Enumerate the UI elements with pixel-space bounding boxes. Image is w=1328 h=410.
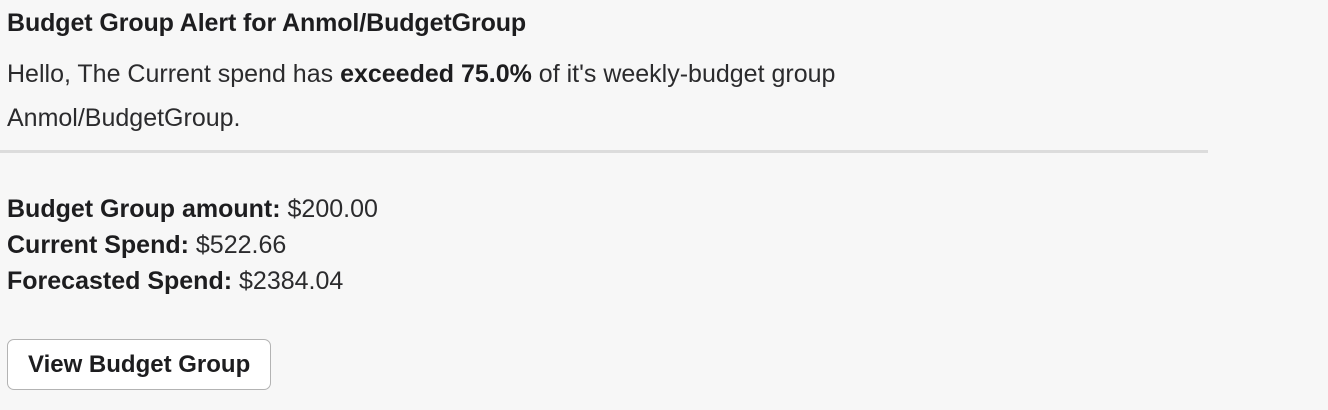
current-spend-value: $522.66: [195, 231, 287, 259]
alert-body-emphasis: exceeded 75.0%: [340, 60, 532, 88]
figure-row: Forecasted Spend: $2384.04: [7, 263, 378, 299]
alert-body-text: Hello, The Current spend has exceeded 75…: [7, 52, 1007, 140]
figure-row: Budget Group amount: $200.00: [7, 191, 378, 227]
budget-group-amount-label: Budget Group amount:: [7, 195, 281, 223]
alert-body-lead: Hello, The Current spend has: [7, 60, 341, 88]
budget-group-amount-value: $200.00: [287, 195, 378, 223]
figures-list: Budget Group amount: $200.00 Current Spe…: [7, 191, 378, 299]
view-budget-group-button[interactable]: View Budget Group: [7, 339, 272, 390]
section-divider: [0, 150, 1208, 153]
current-spend-label: Current Spend:: [7, 231, 189, 259]
forecasted-spend-value: $2384.04: [239, 267, 344, 295]
figure-row: Current Spend: $522.66: [7, 227, 378, 263]
alert-title: Budget Group Alert for Anmol/BudgetGroup: [7, 9, 527, 37]
alert-body-tail: of it's weekly-budget group Anmol/Budget…: [7, 60, 836, 132]
forecasted-spend-label: Forecasted Spend:: [7, 267, 233, 295]
